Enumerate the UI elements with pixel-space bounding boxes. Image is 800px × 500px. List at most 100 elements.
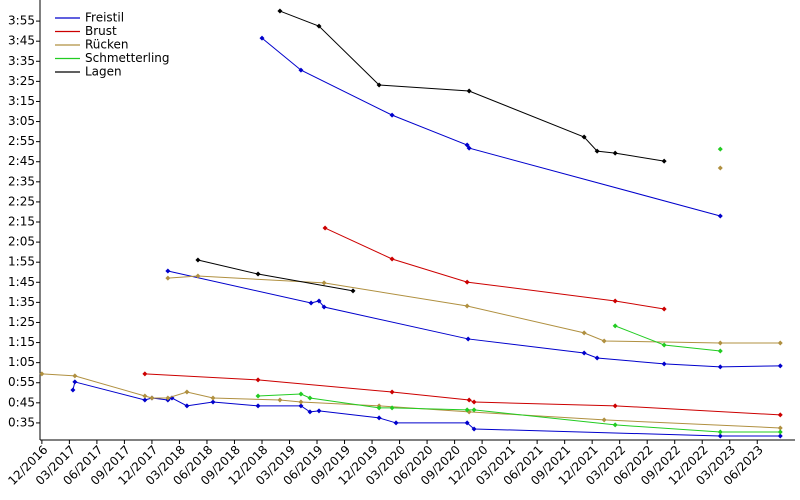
point	[661, 306, 667, 312]
point	[601, 417, 607, 423]
y-tick-label: 3:05	[8, 114, 35, 128]
point	[471, 399, 477, 405]
point	[142, 397, 148, 403]
y-tick-label: 1:05	[8, 355, 35, 369]
point	[350, 288, 356, 294]
point	[277, 8, 283, 14]
point	[195, 273, 201, 279]
point	[72, 373, 78, 379]
point	[777, 425, 783, 431]
legend-label: Schmetterling	[85, 51, 170, 65]
point	[464, 279, 470, 285]
point	[464, 420, 470, 426]
y-tick-label: 3:25	[8, 74, 35, 88]
point	[717, 165, 723, 171]
point	[717, 348, 723, 354]
point	[464, 303, 470, 309]
series-line	[197, 10, 665, 292]
point	[466, 145, 472, 151]
point	[466, 397, 472, 403]
point	[717, 364, 723, 370]
point	[255, 271, 261, 277]
point	[298, 403, 304, 409]
point	[376, 405, 382, 411]
legend-label: Rücken	[85, 38, 129, 52]
point	[307, 395, 313, 401]
point	[142, 393, 148, 399]
legend-label: Brust	[85, 24, 117, 38]
point	[581, 330, 587, 336]
point	[376, 82, 382, 88]
point	[389, 389, 395, 395]
point	[142, 371, 148, 377]
point	[255, 393, 261, 399]
point	[39, 371, 45, 377]
point	[471, 426, 477, 432]
y-tick-label: 1:45	[8, 275, 35, 289]
point	[298, 399, 304, 405]
point	[777, 340, 783, 346]
series-line	[42, 168, 780, 428]
point	[612, 422, 618, 428]
point	[601, 338, 607, 344]
point	[389, 112, 395, 118]
point	[612, 298, 618, 304]
y-tick-label: 1:35	[8, 295, 35, 309]
point	[661, 158, 667, 164]
point	[581, 134, 587, 140]
point	[184, 403, 190, 409]
point	[717, 146, 723, 152]
y-tick-label: 2:55	[8, 134, 35, 148]
point	[255, 377, 261, 383]
y-tick-label: 3:45	[8, 34, 35, 48]
y-tick-label: 2:45	[8, 154, 35, 168]
y-tick-label: 1:55	[8, 255, 35, 269]
point	[777, 412, 783, 418]
point	[316, 408, 322, 414]
series-line	[258, 149, 780, 432]
point	[165, 275, 171, 281]
point	[594, 148, 600, 154]
point	[321, 304, 327, 310]
y-tick-label: 0:55	[8, 375, 35, 389]
point	[184, 389, 190, 395]
point	[210, 395, 216, 401]
point	[195, 257, 201, 263]
y-tick-label: 2:35	[8, 174, 35, 188]
point	[165, 395, 171, 401]
point	[612, 323, 618, 329]
y-tick-label: 3:55	[8, 14, 35, 28]
point	[316, 298, 322, 304]
point	[464, 407, 470, 413]
point	[149, 395, 155, 401]
point	[307, 409, 313, 415]
point	[581, 350, 587, 356]
point	[612, 403, 618, 409]
point	[393, 420, 399, 426]
y-tick-label: 3:35	[8, 54, 35, 68]
point	[298, 391, 304, 397]
point	[277, 397, 283, 403]
point	[259, 35, 265, 41]
point	[466, 88, 472, 94]
point	[717, 213, 723, 219]
y-tick-label: 2:15	[8, 215, 35, 229]
point	[777, 433, 783, 439]
point	[322, 225, 328, 231]
y-tick-label: 0:35	[8, 415, 35, 429]
point	[165, 268, 171, 274]
point	[612, 150, 618, 156]
y-tick-label: 3:15	[8, 94, 35, 108]
point	[717, 433, 723, 439]
legend-label: Lagen	[85, 65, 122, 79]
series-line	[72, 37, 781, 437]
y-tick-label: 2:25	[8, 194, 35, 208]
point	[389, 256, 395, 262]
point	[72, 379, 78, 385]
legend-label: Freistil	[85, 11, 124, 25]
y-tick-label: 2:05	[8, 235, 35, 249]
series-line	[144, 227, 781, 416]
point	[210, 399, 216, 405]
